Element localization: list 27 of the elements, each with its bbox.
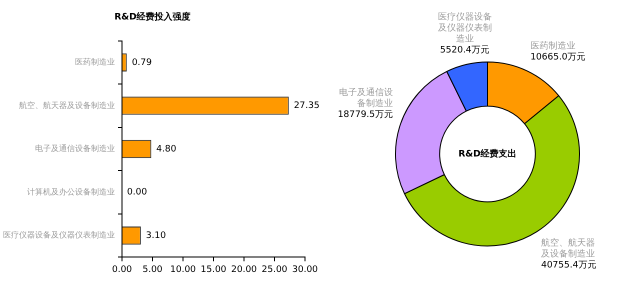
data-label: 27.35 bbox=[294, 101, 320, 112]
slice-label: 电子及通信设备制造业 bbox=[339, 87, 394, 110]
x-tick-label: 15.00 bbox=[200, 264, 227, 275]
slice-label: 医药制造业 bbox=[530, 40, 576, 52]
x-tick-label: 30.00 bbox=[292, 264, 318, 275]
y-tick-label: 航空、航天器及设备制造业 bbox=[19, 100, 115, 110]
x-tick-label: 5.00 bbox=[142, 264, 163, 275]
y-tick-label: 医药制造业 bbox=[75, 58, 115, 67]
y-tick-label: 计算机及办公设备制造业 bbox=[27, 187, 115, 196]
data-label: 0.79 bbox=[132, 58, 152, 68]
data-label: 4.80 bbox=[156, 144, 177, 154]
chart-title: R&D经费投入强度 bbox=[114, 12, 191, 23]
data-label: 0.00 bbox=[127, 188, 148, 198]
data-label: 3.10 bbox=[146, 230, 166, 241]
y-tick-label: 电子及通信设备制造业 bbox=[35, 144, 115, 154]
x-tick-label: 10.00 bbox=[170, 264, 196, 275]
x-tick-label: 20.00 bbox=[231, 264, 258, 275]
data-label: 10665.0万元 bbox=[530, 51, 586, 62]
slice-label: 航空、航天器及设备制造业 bbox=[541, 237, 596, 260]
data-label: 18779.5万元 bbox=[338, 109, 394, 120]
slice-label: 医疗仪器设备及仪器仪表制造业 bbox=[438, 11, 492, 44]
x-tick-label: 25.00 bbox=[262, 264, 288, 275]
y-tick-label: 医疗仪器设备及仪器仪表制造业 bbox=[3, 230, 115, 240]
text: R&D经费支出 bbox=[458, 148, 517, 160]
data-label: 40755.4万元 bbox=[541, 259, 596, 270]
x-tick-label: 0.00 bbox=[112, 264, 132, 275]
data-label: 5520.4万元 bbox=[440, 44, 490, 56]
